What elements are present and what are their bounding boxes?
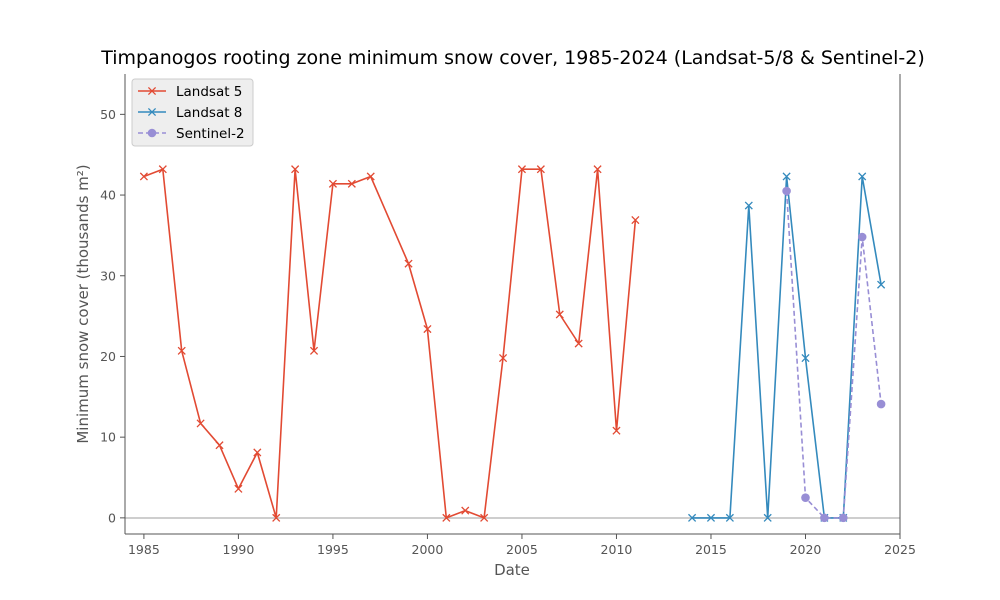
data-point bbox=[139, 172, 148, 181]
x-axis-label: Date bbox=[494, 561, 530, 579]
series-sentinel-2 bbox=[782, 186, 886, 523]
series-line bbox=[785, 190, 882, 519]
data-point bbox=[838, 513, 848, 523]
x-tick-label: 1995 bbox=[317, 542, 349, 557]
x-tick-label: 2005 bbox=[506, 542, 538, 557]
data-point bbox=[291, 165, 300, 174]
y-tick-label: 0 bbox=[108, 510, 116, 525]
data-point bbox=[857, 232, 867, 242]
data-point bbox=[706, 513, 716, 522]
data-point bbox=[725, 513, 734, 522]
data-point bbox=[404, 259, 413, 268]
x-tick-label: 1990 bbox=[223, 542, 255, 557]
data-point bbox=[574, 339, 583, 348]
chart-title: Timpanogos rooting zone minimum snow cov… bbox=[100, 47, 925, 69]
legend-label: Landsat 8 bbox=[176, 105, 242, 121]
series-landsat-5 bbox=[139, 165, 640, 522]
series-line bbox=[143, 168, 637, 519]
data-point bbox=[461, 506, 470, 515]
data-point bbox=[536, 165, 545, 174]
x-tick-label: 1985 bbox=[128, 542, 160, 557]
data-point bbox=[177, 346, 186, 355]
x-tick-label: 2015 bbox=[695, 542, 727, 557]
legend-marker bbox=[147, 128, 157, 138]
data-point bbox=[423, 324, 432, 334]
data-point bbox=[593, 165, 602, 174]
data-point bbox=[309, 346, 319, 355]
series-line bbox=[692, 175, 882, 519]
plot-area bbox=[124, 74, 901, 535]
data-point bbox=[801, 493, 810, 502]
data-point bbox=[158, 165, 167, 174]
data-point bbox=[253, 448, 262, 457]
legend-box bbox=[131, 78, 254, 147]
y-axis: 0 10 20 30 40 50 bbox=[100, 107, 125, 525]
legend-marker bbox=[147, 107, 157, 117]
data-point bbox=[196, 419, 205, 428]
data-point bbox=[517, 165, 527, 174]
data-point bbox=[876, 399, 886, 409]
data-point bbox=[215, 441, 224, 450]
data-point bbox=[328, 179, 337, 188]
data-point bbox=[612, 426, 621, 435]
data-point bbox=[347, 179, 356, 188]
x-axis: 1985 1990 1995 2000 2005 2010 2015 2020 2025 bbox=[128, 534, 916, 557]
data-point bbox=[858, 172, 867, 181]
data-point bbox=[782, 186, 791, 196]
legend: Landsat 5 Landsat 8 Sentinel-2 bbox=[131, 78, 254, 147]
y-tick-label: 10 bbox=[100, 430, 116, 445]
data-point bbox=[631, 216, 640, 225]
legend-label: Sentinel-2 bbox=[176, 126, 245, 142]
legend-label: Landsat 5 bbox=[176, 84, 242, 100]
data-point bbox=[442, 513, 451, 522]
data-point bbox=[688, 513, 697, 522]
data-point bbox=[555, 310, 564, 319]
x-tick-label: 2020 bbox=[790, 542, 822, 557]
data-point bbox=[272, 513, 281, 522]
y-tick-label: 20 bbox=[100, 349, 116, 364]
legend-marker bbox=[147, 86, 157, 96]
data-point bbox=[782, 172, 791, 181]
y-axis-label: Minimum snow cover (thousands m²) bbox=[74, 164, 92, 443]
y-tick-label: 30 bbox=[100, 268, 116, 283]
data-point bbox=[877, 280, 886, 289]
data-point bbox=[366, 172, 375, 181]
y-tick-label: 40 bbox=[100, 188, 116, 203]
y-tick-label: 50 bbox=[100, 107, 116, 122]
x-tick-label: 2025 bbox=[884, 542, 916, 557]
series-layer bbox=[139, 165, 886, 523]
data-point bbox=[763, 513, 772, 522]
x-tick-label: 2000 bbox=[412, 542, 444, 557]
data-point bbox=[820, 513, 829, 523]
data-point bbox=[480, 513, 489, 522]
data-point bbox=[744, 201, 753, 210]
data-point bbox=[498, 354, 508, 363]
data-point bbox=[234, 484, 243, 493]
data-point bbox=[801, 354, 810, 363]
x-tick-label: 2010 bbox=[601, 542, 633, 557]
